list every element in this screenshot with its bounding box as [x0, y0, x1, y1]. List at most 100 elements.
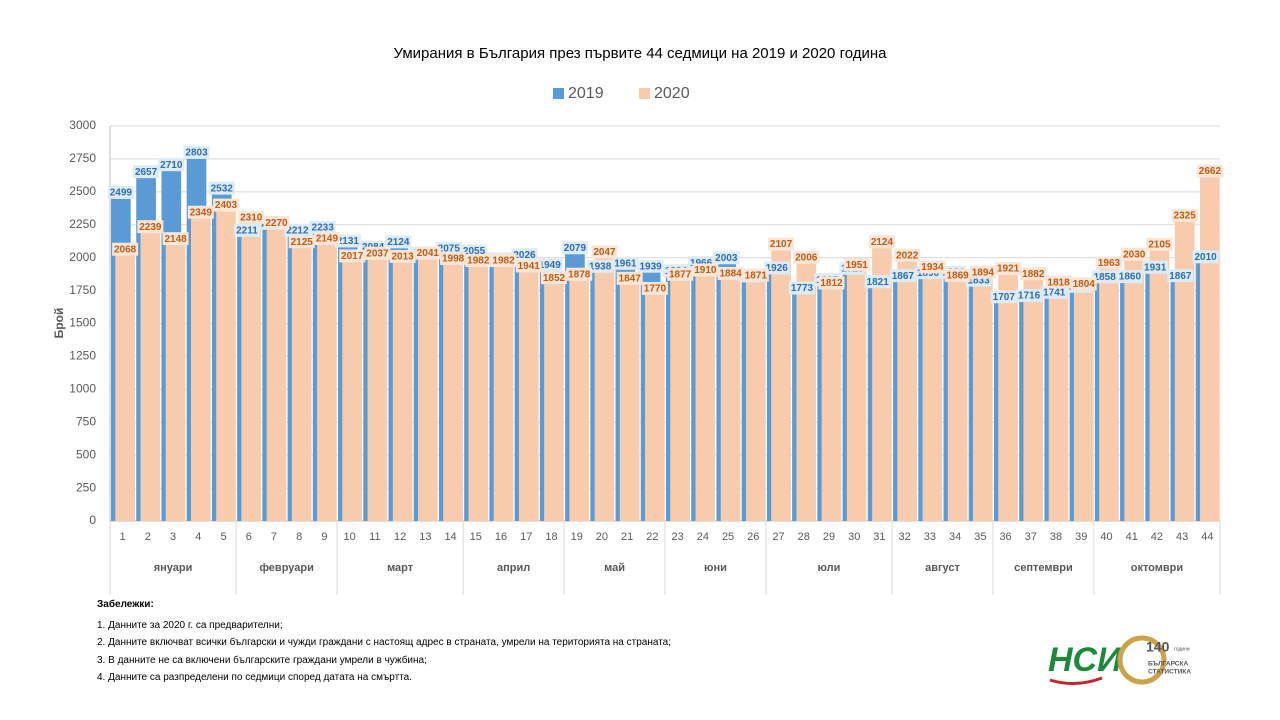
value-label: 2010 — [1192, 250, 1219, 264]
value-label: 2013 — [389, 249, 416, 263]
value-label-text: 2013 — [392, 252, 415, 263]
month-label: октомври — [1131, 562, 1183, 574]
month-label: юли — [818, 562, 841, 574]
value-label-text: 2030 — [1123, 249, 1146, 260]
statistics-text: БЪЛГАРСКА — [1148, 661, 1188, 668]
value-label: 2325 — [1171, 208, 1198, 222]
value-label-box — [616, 271, 643, 285]
value-label-box — [713, 251, 740, 265]
month-label: март — [387, 562, 414, 574]
value-label: 1869 — [944, 268, 971, 282]
value-label-box — [364, 246, 391, 260]
value-label-box — [1020, 267, 1047, 281]
value-label-text: 2037 — [366, 248, 389, 259]
bar — [468, 260, 489, 521]
month-label: септември — [1014, 562, 1073, 574]
bar — [241, 216, 262, 521]
value-label-box — [768, 237, 795, 251]
value-label-box — [137, 220, 164, 234]
value-label: 2349 — [187, 205, 214, 219]
value-label: 2041 — [414, 246, 441, 260]
value-label-text: 2349 — [190, 207, 213, 218]
value-label: 2131 — [334, 234, 361, 248]
bar — [216, 204, 236, 522]
value-label: 1939 — [637, 259, 664, 273]
bar — [1124, 253, 1145, 521]
value-label-box — [313, 232, 340, 246]
value-label: 2022 — [894, 248, 921, 262]
nsi-logo: НСИ — [1048, 641, 1123, 679]
x-tick-label: 32 — [899, 531, 911, 543]
value-label: 1934 — [919, 260, 946, 274]
value-label-box — [889, 269, 916, 283]
value-label-text: 1716 — [1018, 291, 1041, 302]
y-tick-label: 3000 — [69, 118, 96, 132]
value-label-text: 2532 — [211, 183, 234, 194]
value-label: 1926 — [763, 261, 790, 275]
value-label-text: 1871 — [745, 270, 768, 281]
value-label-box — [1070, 277, 1097, 291]
value-label-box — [213, 198, 240, 212]
value-label-text: 2325 — [1174, 211, 1197, 222]
x-tick-label: 35 — [974, 531, 986, 543]
value-label: 1871 — [742, 268, 769, 282]
value-label-text: 2131 — [337, 236, 360, 247]
value-label-text: 2068 — [114, 244, 137, 255]
value-label: 2026 — [511, 248, 538, 262]
bar — [695, 269, 716, 521]
value-label-box — [511, 248, 538, 262]
bar — [645, 287, 665, 521]
value-label-text: 1773 — [791, 283, 814, 294]
x-tick-label: 28 — [798, 531, 810, 543]
y-tick-label: 2750 — [69, 151, 96, 165]
bar — [165, 238, 186, 521]
x-tick-label: 21 — [621, 531, 633, 543]
bar — [796, 256, 817, 521]
bar — [1099, 262, 1119, 521]
value-label: 1951 — [843, 258, 870, 272]
value-label-text: 1707 — [993, 292, 1016, 303]
value-label-box — [465, 254, 492, 268]
value-label-text: 1966 — [690, 258, 713, 269]
x-tick-label: 37 — [1025, 531, 1037, 543]
value-label-box — [1196, 164, 1223, 178]
x-tick-label: 33 — [924, 531, 936, 543]
value-label: 1884 — [717, 266, 744, 280]
value-label-text: 1882 — [1022, 269, 1045, 280]
value-label-text: 2017 — [341, 251, 364, 262]
x-tick-label: 22 — [646, 531, 658, 543]
value-label-box — [1095, 256, 1122, 270]
value-label-text: 1982 — [492, 256, 515, 267]
value-label: 2233 — [309, 220, 336, 234]
x-tick-label: 13 — [419, 531, 431, 543]
value-label-text: 1878 — [568, 269, 591, 280]
value-label-text: 2403 — [215, 200, 238, 211]
value-label-box — [612, 256, 639, 270]
value-label-text: 1818 — [1047, 277, 1070, 288]
value-label-text: 1869 — [947, 271, 970, 282]
bar — [190, 211, 211, 521]
y-tick-label: 2250 — [69, 217, 96, 231]
value-label: 2803 — [183, 145, 210, 159]
x-tick-label: 39 — [1075, 531, 1087, 543]
value-label-text: 1982 — [467, 256, 490, 267]
value-label-box — [788, 281, 815, 295]
value-label: 2079 — [561, 241, 588, 255]
y-tick-label: 250 — [76, 480, 96, 494]
month-label: август — [925, 562, 960, 574]
bar — [1048, 281, 1069, 521]
value-label-box — [435, 241, 462, 255]
value-label-box — [540, 271, 567, 285]
y-tick-label: 2500 — [69, 184, 96, 198]
value-label-text: 1951 — [846, 260, 869, 271]
x-tick-label: 8 — [296, 531, 302, 543]
value-label-text: 2079 — [564, 243, 587, 254]
value-label-box — [969, 265, 996, 279]
value-label-box — [818, 276, 845, 290]
value-label-box — [284, 223, 311, 237]
logo-swoosh — [1049, 676, 1103, 685]
value-label-text: 1860 — [1119, 272, 1142, 283]
value-label-box — [1116, 270, 1143, 284]
y-axis-title: Брой — [52, 308, 66, 339]
value-label: 2212 — [284, 223, 311, 237]
